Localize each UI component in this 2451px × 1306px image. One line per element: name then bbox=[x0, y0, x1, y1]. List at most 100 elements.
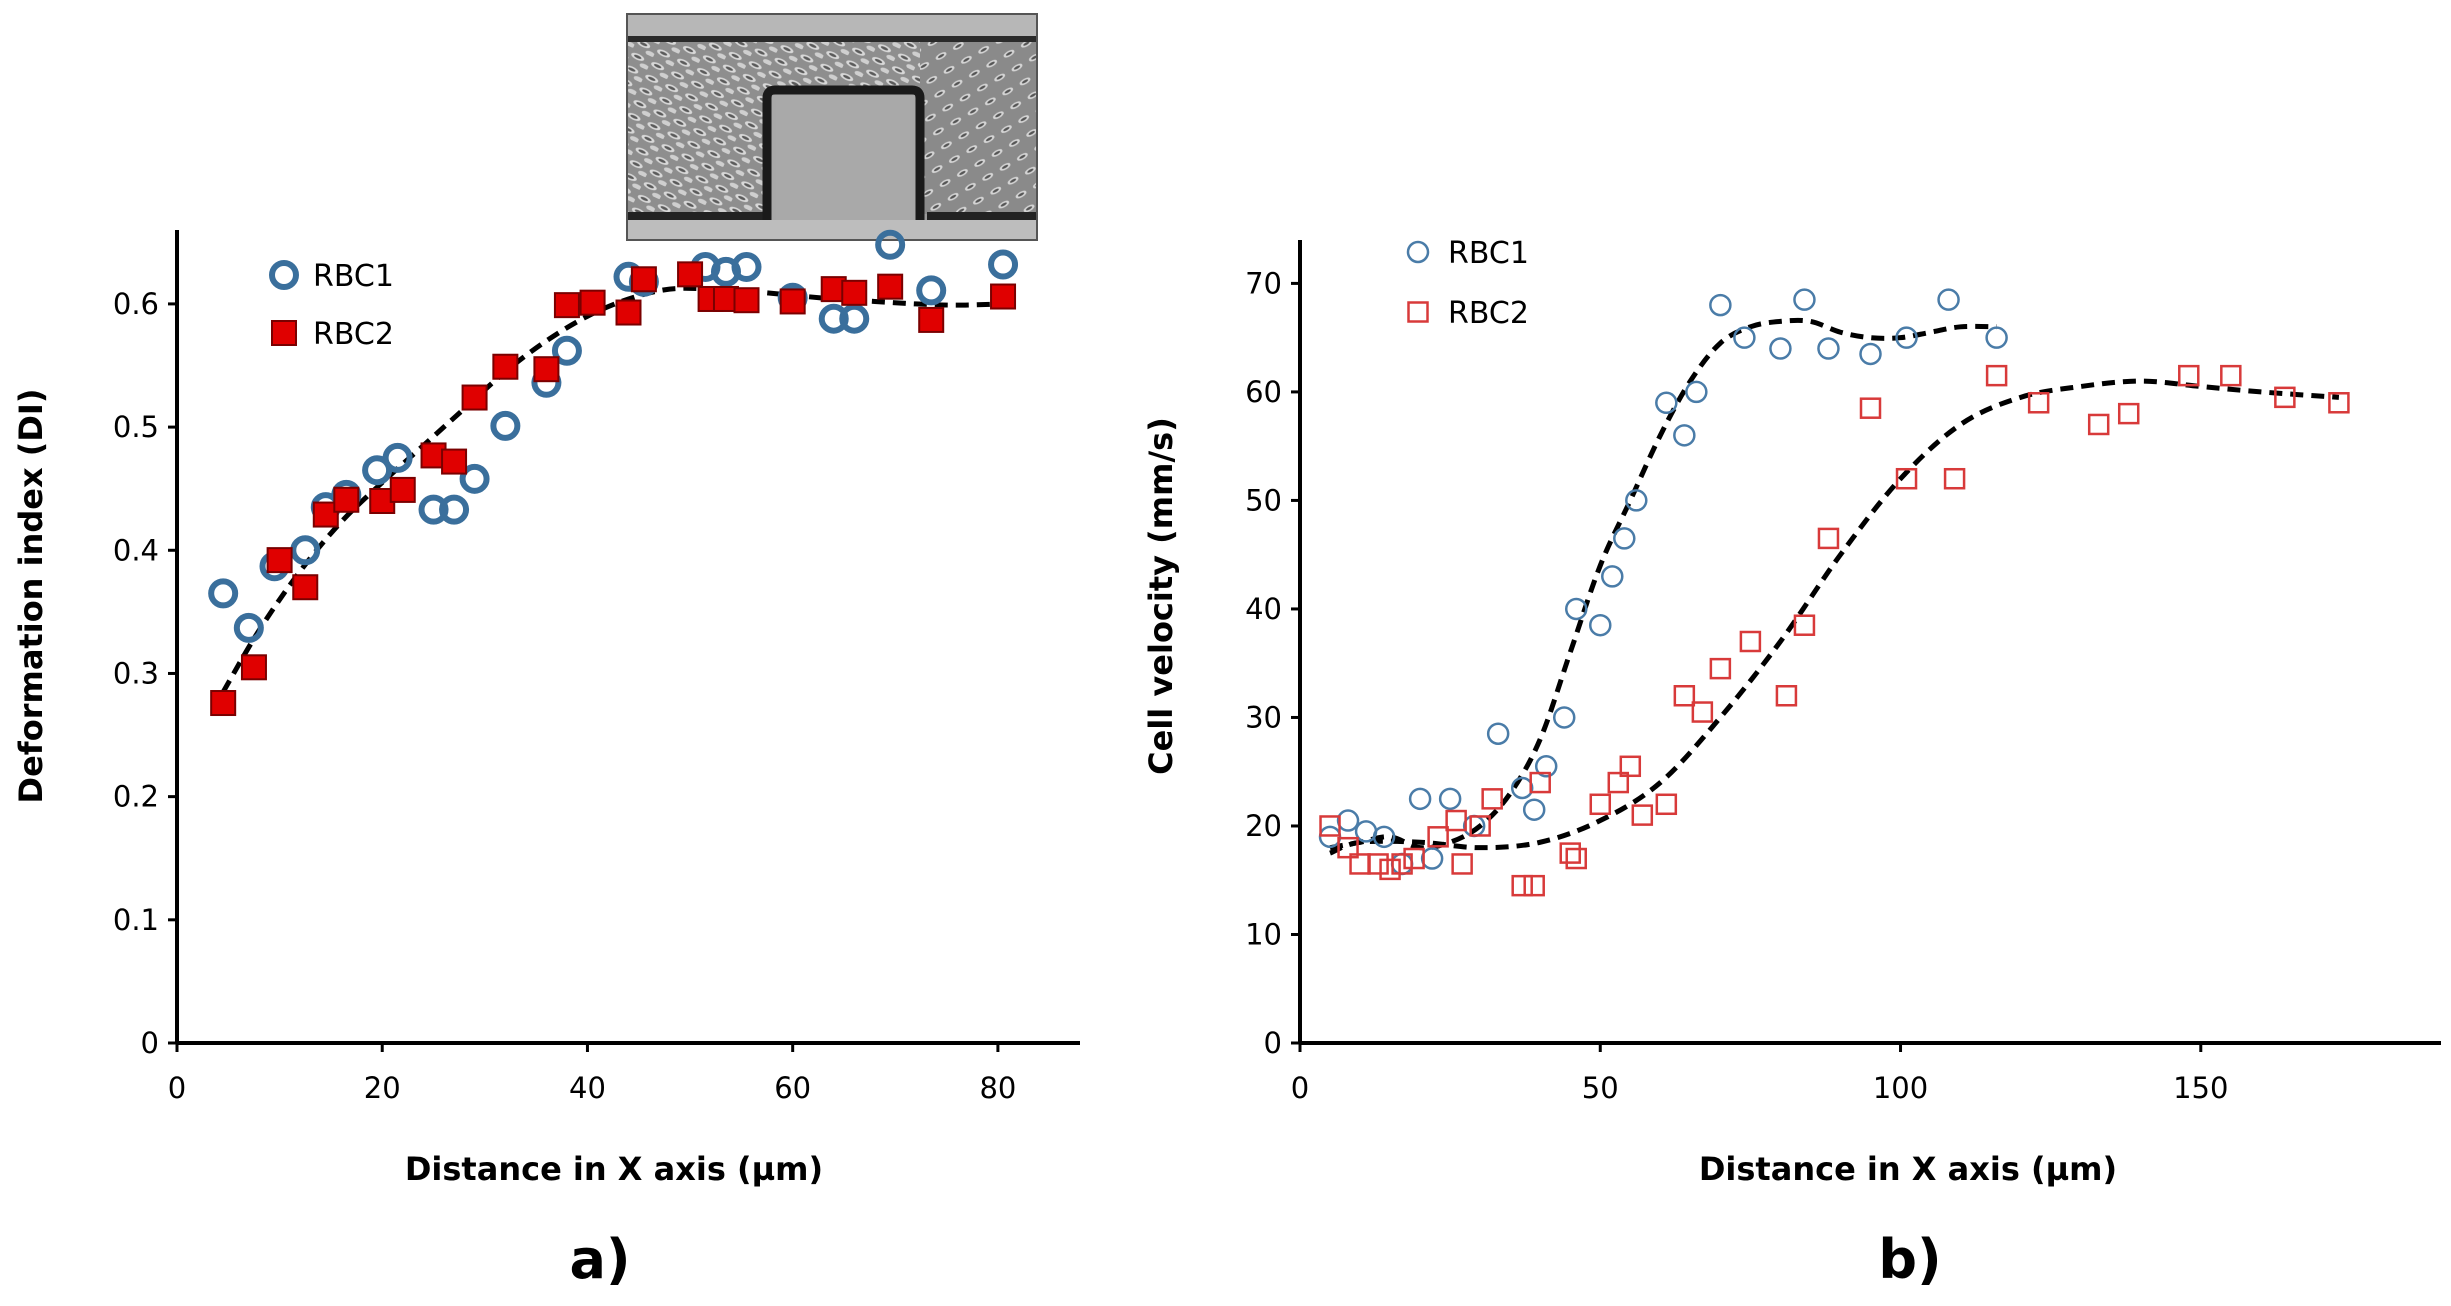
data-point-rbc2 bbox=[2117, 402, 2140, 425]
data-point-rbc2 bbox=[1817, 527, 1840, 550]
y-tick-label-b: 70 bbox=[1245, 266, 1282, 300]
data-point-rbc2 bbox=[292, 574, 319, 601]
data-point-rbc2 bbox=[779, 288, 806, 315]
data-point-rbc2 bbox=[333, 486, 360, 513]
x-tick-label-a: 40 bbox=[569, 1071, 606, 1105]
data-point-rbc1 bbox=[1817, 337, 1840, 360]
y-tick-label-a: 0.1 bbox=[113, 903, 159, 937]
data-point-rbc2 bbox=[677, 261, 704, 288]
data-point-rbc2 bbox=[1367, 853, 1389, 875]
data-point-rbc1 bbox=[1408, 787, 1432, 811]
data-point-rbc2 bbox=[733, 287, 760, 314]
y-tick-label-a: 0.2 bbox=[113, 780, 159, 814]
y-tick-label-b: 0 bbox=[1264, 1026, 1282, 1060]
data-point-rbc1 bbox=[208, 578, 239, 609]
data-point-rbc1 bbox=[1895, 326, 1918, 349]
data-point-rbc1 bbox=[290, 535, 321, 566]
data-point-rbc2 bbox=[1673, 685, 1696, 707]
data-point-rbc2 bbox=[1607, 771, 1630, 794]
data-point-rbc2 bbox=[1859, 397, 1882, 419]
legend-label-rbc1: RBC1 bbox=[313, 259, 394, 294]
x-tick-label-b: 100 bbox=[1873, 1071, 1928, 1105]
data-point-rbc1 bbox=[1625, 489, 1648, 512]
chart-panel-a: 0 0.1 0.2 0.3 0.4 0.5 0.6 0 20 40 60 80 RBC1 RBC2 Di… bbox=[12, 229, 1080, 1291]
legend-marker-rbc1 bbox=[1406, 240, 1430, 264]
series-rbc2-b bbox=[1319, 364, 2350, 897]
data-point-rbc1 bbox=[1655, 391, 1678, 415]
data-point-rbc1 bbox=[1534, 755, 1558, 778]
data-point-rbc1 bbox=[1601, 565, 1624, 588]
y-tick-label-b: 40 bbox=[1245, 592, 1282, 626]
data-point-rbc1 bbox=[818, 303, 849, 334]
legend-marker-rbc2 bbox=[1407, 301, 1429, 323]
legend-label-rbc1: RBC1 bbox=[1448, 236, 1529, 271]
data-point-rbc1 bbox=[382, 442, 413, 473]
y-tick-label-a: 0 bbox=[141, 1026, 159, 1060]
data-point-rbc2 bbox=[2087, 413, 2110, 436]
data-point-rbc2 bbox=[1895, 467, 1918, 490]
data-point-rbc1 bbox=[1438, 787, 1462, 811]
data-point-rbc2 bbox=[1739, 630, 1762, 653]
legend-a: RBC1 RBC2 bbox=[269, 259, 394, 352]
data-point-rbc2 bbox=[2328, 392, 2350, 414]
data-point-rbc1 bbox=[459, 463, 490, 494]
data-point-rbc2 bbox=[1469, 815, 1491, 837]
data-point-rbc2 bbox=[1589, 793, 1612, 816]
data-point-rbc1 bbox=[1709, 293, 1732, 317]
data-point-rbc1 bbox=[1937, 288, 1960, 311]
data-point-rbc2 bbox=[2274, 386, 2296, 409]
data-point-rbc1 bbox=[551, 335, 582, 366]
data-point-rbc2 bbox=[266, 547, 293, 574]
data-point-rbc2 bbox=[1337, 836, 1359, 859]
data-point-rbc2 bbox=[1709, 657, 1732, 680]
data-point-rbc2 bbox=[877, 273, 904, 300]
data-point-rbc2 bbox=[1691, 701, 1714, 723]
data-point-rbc2 bbox=[389, 476, 416, 503]
data-point-rbc2 bbox=[1655, 793, 1678, 816]
data-point-rbc1 bbox=[1336, 809, 1360, 832]
data-point-rbc2 bbox=[461, 384, 488, 411]
panel-label-b: b) bbox=[1878, 1228, 1941, 1291]
data-point-rbc2 bbox=[1319, 815, 1341, 837]
data-point-rbc1 bbox=[839, 303, 870, 334]
data-point-rbc2 bbox=[1523, 874, 1545, 897]
x-axis-title-b: Distance in X axis (µm) bbox=[1699, 1150, 2117, 1188]
data-point-rbc1 bbox=[1486, 722, 1510, 745]
data-point-rbc1 bbox=[1318, 825, 1342, 849]
y-tick-label-b: 10 bbox=[1245, 917, 1282, 951]
x-axis-title-a: Distance in X axis (µm) bbox=[405, 1150, 823, 1188]
legend-marker-rbc2 bbox=[271, 320, 297, 346]
data-point-rbc1 bbox=[1564, 597, 1588, 621]
data-point-rbc2 bbox=[1445, 809, 1467, 832]
data-point-rbc2 bbox=[210, 690, 237, 717]
x-tick-label-a: 0 bbox=[168, 1071, 186, 1105]
data-point-rbc2 bbox=[1775, 685, 1798, 707]
data-point-rbc1 bbox=[1985, 326, 2008, 349]
data-point-rbc1 bbox=[1589, 613, 1612, 637]
data-point-rbc2 bbox=[533, 356, 560, 383]
x-tick-label-b: 50 bbox=[1582, 1071, 1619, 1105]
data-point-rbc1 bbox=[1390, 852, 1414, 876]
data-point-rbc2 bbox=[1565, 847, 1587, 870]
data-point-rbc2 bbox=[630, 266, 657, 293]
series-rbc2-a bbox=[210, 261, 1017, 717]
data-point-rbc2 bbox=[2220, 364, 2242, 387]
data-point-rbc2 bbox=[579, 289, 606, 316]
data-point-rbc2 bbox=[1985, 364, 2008, 387]
fit-curve-b-1 bbox=[1329, 317, 1997, 851]
data-point-rbc1 bbox=[1793, 288, 1816, 311]
data-point-rbc1 bbox=[1522, 798, 1546, 821]
data-point-rbc2 bbox=[918, 306, 945, 333]
data-point-rbc2 bbox=[1427, 826, 1449, 848]
data-point-rbc2 bbox=[441, 448, 468, 475]
data-point-rbc1 bbox=[1769, 337, 1792, 360]
y-tick-label-b: 60 bbox=[1245, 375, 1282, 409]
x-tick-label-b: 0 bbox=[1291, 1071, 1309, 1105]
data-point-rbc2 bbox=[1559, 842, 1581, 864]
data-point-rbc1 bbox=[439, 494, 470, 525]
data-point-rbc2 bbox=[1403, 847, 1425, 870]
data-point-rbc1 bbox=[916, 275, 947, 306]
data-point-rbc2 bbox=[1631, 804, 1654, 826]
data-point-rbc1 bbox=[490, 410, 521, 441]
